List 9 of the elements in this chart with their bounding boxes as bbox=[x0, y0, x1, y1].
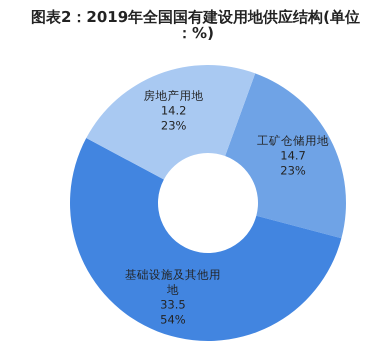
data-label: 14.7 23% bbox=[280, 148, 306, 178]
donut-slice bbox=[225, 73, 346, 238]
slice-label: 基础设施及其他用地 bbox=[124, 267, 221, 296]
slice-label: 工矿仓储用地 bbox=[257, 134, 330, 148]
chart-title: 图表2：2019年全国国有建设用地供应结构(单位：%) bbox=[30, 8, 360, 42]
data-label: 14.2 23% bbox=[160, 103, 187, 132]
donut-slice bbox=[86, 65, 256, 180]
data-label: 33.5 54% bbox=[160, 297, 186, 326]
slice-label: 房地产用地 bbox=[144, 88, 204, 102]
